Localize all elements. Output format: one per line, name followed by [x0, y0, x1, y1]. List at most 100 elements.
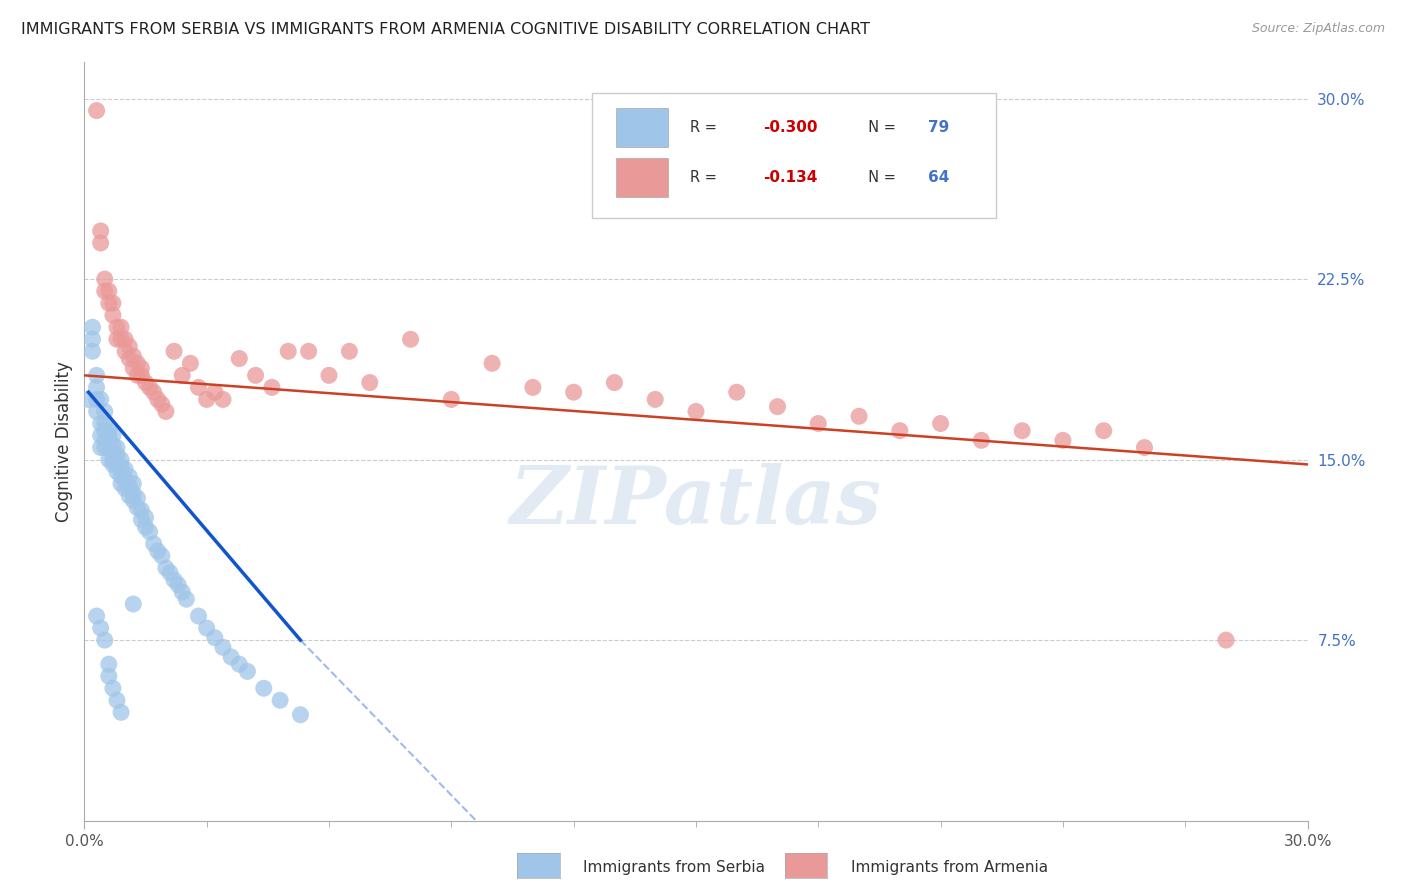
- Point: [174, 592, 197, 607]
- Point: [163, 344, 186, 359]
- Point: [118, 339, 141, 353]
- Point: [187, 609, 209, 624]
- Text: Source: ZipAtlas.com: Source: ZipAtlas.com: [1251, 22, 1385, 36]
- Point: [146, 392, 169, 407]
- Point: [155, 404, 177, 418]
- Text: 64: 64: [928, 170, 950, 186]
- Point: [127, 491, 149, 505]
- Point: [105, 448, 128, 462]
- Point: [172, 368, 194, 383]
- Point: [93, 441, 115, 455]
- Point: [86, 368, 108, 383]
- Point: [135, 376, 157, 390]
- Point: [114, 462, 136, 476]
- Point: [131, 361, 153, 376]
- Point: [110, 469, 132, 483]
- Point: [131, 503, 153, 517]
- Point: [440, 392, 463, 407]
- Point: [105, 693, 128, 707]
- Point: [970, 434, 993, 448]
- Point: [97, 424, 120, 438]
- Point: [105, 320, 128, 334]
- Point: [86, 380, 108, 394]
- Point: [212, 392, 235, 407]
- Text: Immigrants from Serbia: Immigrants from Serbia: [583, 860, 765, 874]
- Point: [97, 296, 120, 310]
- Point: [101, 681, 124, 696]
- Point: [114, 344, 136, 359]
- Point: [93, 417, 115, 431]
- Point: [562, 385, 585, 400]
- Point: [339, 344, 361, 359]
- Point: [90, 441, 112, 455]
- Text: -0.134: -0.134: [763, 170, 818, 186]
- Point: [105, 465, 128, 479]
- Point: [172, 585, 194, 599]
- Point: [110, 706, 132, 720]
- Point: [138, 380, 160, 394]
- Text: -0.300: -0.300: [763, 120, 818, 136]
- Point: [318, 368, 340, 383]
- Text: N =: N =: [859, 170, 900, 186]
- Point: [93, 434, 115, 448]
- Point: [105, 458, 128, 472]
- Point: [135, 520, 157, 534]
- Point: [110, 476, 132, 491]
- Point: [131, 368, 153, 383]
- Point: [110, 452, 132, 467]
- Point: [86, 392, 108, 407]
- Point: [118, 479, 141, 493]
- Point: [146, 544, 169, 558]
- Point: [101, 458, 124, 472]
- Point: [127, 356, 149, 370]
- Point: [142, 537, 165, 551]
- Point: [359, 376, 381, 390]
- Point: [122, 349, 145, 363]
- Point: [399, 332, 422, 346]
- Point: [848, 409, 870, 424]
- Point: [101, 308, 124, 322]
- Point: [82, 344, 104, 359]
- Point: [685, 404, 707, 418]
- Point: [204, 385, 226, 400]
- Point: [195, 621, 218, 635]
- Point: [101, 438, 124, 452]
- Point: [150, 397, 173, 411]
- Point: [603, 376, 626, 390]
- Point: [97, 441, 120, 455]
- Point: [110, 459, 132, 474]
- Point: [290, 707, 312, 722]
- Point: [298, 344, 321, 359]
- Point: [105, 332, 128, 346]
- Point: [93, 633, 115, 648]
- Y-axis label: Cognitive Disability: Cognitive Disability: [55, 361, 73, 522]
- Point: [167, 578, 190, 592]
- Point: [118, 489, 141, 503]
- Point: [195, 392, 218, 407]
- Point: [127, 368, 149, 383]
- Point: [135, 510, 157, 524]
- Point: [725, 385, 748, 400]
- Point: [127, 500, 149, 515]
- Point: [82, 320, 104, 334]
- Point: [110, 320, 132, 334]
- Point: [122, 486, 145, 500]
- Bar: [616, 158, 668, 197]
- Point: [228, 657, 250, 672]
- Point: [90, 417, 112, 431]
- Point: [807, 417, 830, 431]
- Text: Immigrants from Armenia: Immigrants from Armenia: [851, 860, 1047, 874]
- Point: [889, 424, 911, 438]
- Text: R =: R =: [690, 170, 721, 186]
- Point: [522, 380, 544, 394]
- Point: [155, 561, 177, 575]
- Point: [481, 356, 503, 370]
- Point: [97, 669, 120, 683]
- FancyBboxPatch shape: [592, 93, 995, 218]
- Point: [86, 609, 108, 624]
- Point: [97, 657, 120, 672]
- Text: 79: 79: [928, 120, 949, 136]
- Point: [114, 482, 136, 496]
- Text: IMMIGRANTS FROM SERBIA VS IMMIGRANTS FROM ARMENIA COGNITIVE DISABILITY CORRELATI: IMMIGRANTS FROM SERBIA VS IMMIGRANTS FRO…: [21, 22, 870, 37]
- Text: R =: R =: [690, 120, 721, 136]
